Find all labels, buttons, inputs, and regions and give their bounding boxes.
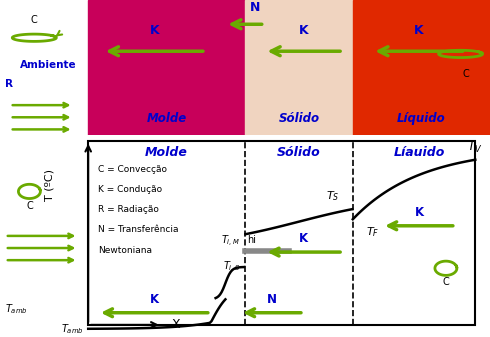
Text: K = Condução: K = Condução bbox=[98, 185, 162, 194]
Text: N = Transferência: N = Transferência bbox=[98, 225, 178, 234]
Text: hi: hi bbox=[247, 235, 256, 245]
Text: C: C bbox=[462, 69, 469, 79]
Text: R: R bbox=[5, 79, 13, 89]
Text: K: K bbox=[299, 24, 309, 37]
Text: Líauido: Líauido bbox=[393, 147, 444, 159]
Text: $T_V$: $T_V$ bbox=[467, 141, 483, 155]
Text: $T_{amb}$: $T_{amb}$ bbox=[61, 322, 83, 336]
Text: Ambiente: Ambiente bbox=[20, 60, 76, 70]
Text: R = Radiação: R = Radiação bbox=[98, 205, 159, 214]
Text: C: C bbox=[31, 15, 38, 25]
Text: K: K bbox=[150, 293, 159, 306]
Text: Líquido: Líquido bbox=[397, 112, 446, 125]
Text: K: K bbox=[149, 24, 159, 37]
Text: X: X bbox=[172, 318, 180, 331]
Text: K: K bbox=[414, 24, 424, 37]
Bar bbox=[353, 0, 490, 135]
Text: C = Convecção: C = Convecção bbox=[98, 165, 167, 174]
Bar bbox=[245, 0, 353, 135]
Text: Sólido: Sólido bbox=[277, 147, 321, 159]
Text: K: K bbox=[299, 232, 308, 245]
Text: K: K bbox=[415, 206, 423, 219]
Text: N: N bbox=[249, 1, 260, 14]
Text: Molde: Molde bbox=[145, 147, 188, 159]
Bar bbox=[88, 141, 475, 325]
Text: Newtoniana: Newtoniana bbox=[98, 246, 152, 254]
Text: $T_F$: $T_F$ bbox=[366, 225, 379, 239]
Text: N: N bbox=[267, 293, 277, 306]
Text: $T_{i,S}$: $T_{i,S}$ bbox=[222, 259, 240, 275]
Text: $T_{i,M}$: $T_{i,M}$ bbox=[221, 234, 240, 249]
Text: $T_{amb}$: $T_{amb}$ bbox=[5, 302, 27, 315]
Text: T (ºC): T (ºC) bbox=[44, 170, 54, 201]
Text: Molde: Molde bbox=[147, 112, 187, 125]
Text: C: C bbox=[442, 277, 449, 287]
Text: Sólido: Sólido bbox=[278, 112, 319, 125]
Bar bbox=[88, 0, 245, 135]
Text: C: C bbox=[26, 201, 33, 211]
Text: $T_S$: $T_S$ bbox=[326, 189, 340, 203]
